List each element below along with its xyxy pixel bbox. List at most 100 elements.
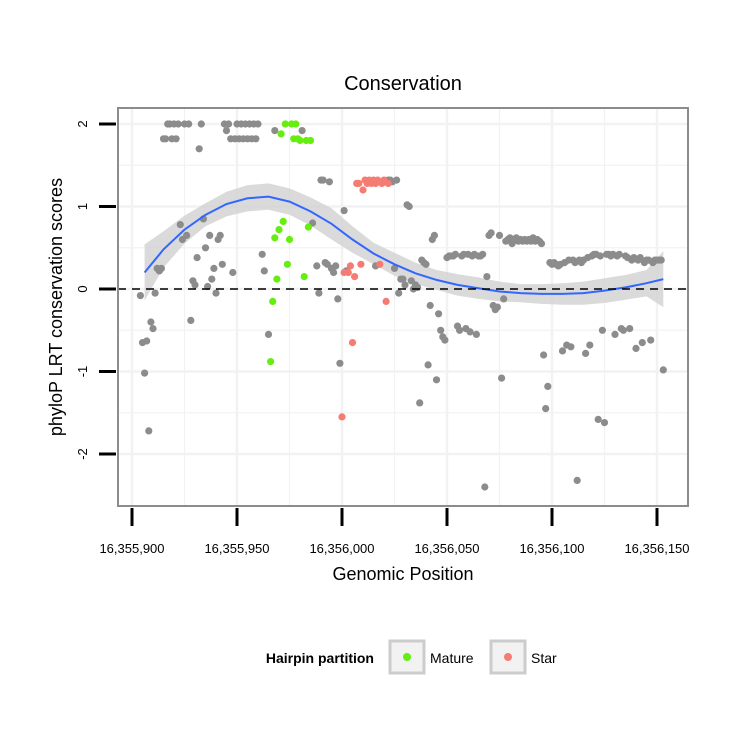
point-other [222,127,231,135]
point-other [573,476,581,484]
point-mature [285,235,294,244]
point-other [319,176,327,184]
x-axis: 16,355,900 16,355,950 16,356,000 16,356,050… [99,508,690,556]
point-other [586,341,594,349]
y-tick-label: -2 [75,448,90,460]
point-other [172,135,180,143]
point-other [481,483,489,491]
point-other [395,289,403,297]
point-other [264,330,273,338]
point-other [340,207,348,215]
point-other [187,316,195,324]
point-other [424,361,432,369]
point-other [332,262,340,270]
point-other [229,268,237,277]
point-other [313,262,321,270]
point-other [657,256,665,264]
point-other [151,289,159,297]
point-other [422,260,430,268]
point-other [600,419,609,427]
point-mature [300,273,308,281]
smooth-curve [143,195,664,295]
point-other [626,325,634,333]
point-other [298,127,306,135]
y-tick-label: 2 [75,120,90,127]
point-other [334,295,342,303]
point-other [218,260,226,268]
point-other [195,145,203,153]
point-other [176,221,184,229]
point-other [141,369,149,377]
point-other [437,326,445,334]
point-other [145,427,153,435]
point-mature [267,358,275,366]
point-other [183,231,191,239]
point-mature [304,223,312,231]
point-mature [279,217,287,225]
point-star [357,260,365,268]
point-mature [271,234,279,242]
point-other [393,176,401,184]
point-other [558,347,567,355]
point-other [500,295,508,303]
point-star [344,268,352,277]
point-other [399,275,407,283]
point-other [611,330,619,338]
point-star [346,262,354,270]
x-tick-label: 16,355,950 [204,541,269,556]
point-other [426,301,434,310]
point-mature [281,120,289,128]
point-mature [273,275,281,283]
point-other [197,120,205,128]
x-tick-label: 16,356,000 [309,541,374,556]
confidence-band [144,183,664,308]
point-other [414,283,422,291]
point-other [210,264,218,272]
point-star [382,297,390,305]
point-other [659,366,667,374]
point-other [544,382,552,390]
point-star [384,179,392,187]
point-other [594,415,602,423]
chart-title: Conservation [344,73,462,95]
point-mature [306,136,315,145]
point-other [456,326,464,334]
point-other [206,231,214,239]
panel-background [118,108,688,506]
legend-label-star: Star [531,650,557,666]
point-other [336,359,344,367]
point-star [351,273,359,281]
point-other [582,349,590,357]
point-other [416,399,424,407]
point-other [401,281,409,289]
point-other [216,231,224,239]
point-other [225,120,233,128]
point-mature [275,226,283,234]
point-other [390,264,399,272]
y-tick-label: 1 [75,203,90,210]
point-other [495,231,504,239]
point-star [355,179,363,187]
legend-marker-mature [403,653,411,661]
point-other [430,231,438,239]
point-star [338,413,346,421]
point-other [598,326,607,334]
point-other [493,303,501,311]
point-other [451,250,459,258]
legend-marker-star [504,653,512,661]
point-other [157,264,165,272]
point-other [542,405,550,413]
point-other [405,202,413,211]
point-other [260,267,268,275]
point-other [636,254,644,262]
point-other [162,135,170,143]
legend: Hairpin partition Mature Star [266,639,557,675]
point-other [193,254,201,262]
point-other [325,178,333,186]
point-other [258,250,266,258]
point-other [315,289,323,297]
point-mature [283,260,291,268]
point-other [498,374,506,382]
point-other [252,135,260,143]
